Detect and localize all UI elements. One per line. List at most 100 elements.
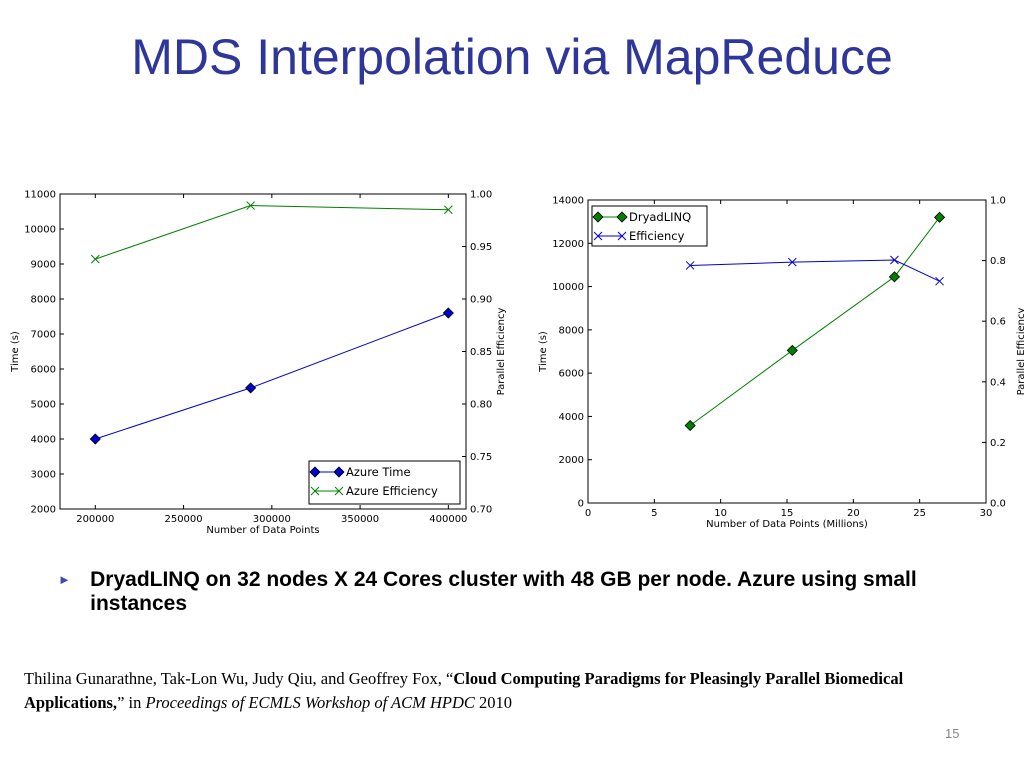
y-tick-label: 2000: [559, 455, 584, 466]
bullet-arrow-icon: ►: [58, 572, 71, 587]
x-tick-label: 20: [847, 508, 860, 519]
data-point: [786, 344, 798, 356]
series-line: [689, 217, 940, 426]
legend: DryadLINQ Efficiency: [591, 205, 708, 247]
y2-tick-label: 0.8: [990, 256, 1006, 267]
data-point: [443, 205, 453, 215]
citation-venue: Proceedings of ECMLS Workshop of ACM HPD…: [145, 693, 475, 712]
x-marker-stroke: [90, 254, 100, 264]
citation: Thilina Gunarathne, Tak-Lon Wu, Judy Qiu…: [24, 667, 1004, 715]
legend-marker: [616, 211, 628, 223]
x-marker-stroke: [787, 257, 797, 267]
legend-label: DryadLINQ: [629, 210, 691, 224]
legend-marker: [333, 466, 345, 478]
y2-tick-label: 0.4: [990, 377, 1006, 388]
data-point: [246, 201, 255, 210]
series-1: [685, 255, 944, 286]
x-tick-label: 10: [714, 508, 727, 519]
x-axis-label: Number of Data Points: [206, 525, 319, 536]
y2-tick-label: 0.85: [470, 347, 492, 358]
x-tick-label: 250000: [164, 514, 202, 525]
y-tick-label: 9000: [31, 260, 56, 271]
x-marker-stroke: [593, 231, 603, 241]
data-point: [442, 307, 454, 319]
bullet-text: DryadLINQ on 32 nodes X 24 Cores cluster…: [90, 568, 917, 615]
data-point: [89, 433, 101, 445]
x-marker-stroke: [310, 486, 320, 496]
data-point: [245, 382, 257, 394]
x-tick-label: 15: [781, 508, 794, 519]
x-axis-label: Number of Data Points (Millions): [706, 519, 868, 530]
x-marker-stroke: [443, 205, 453, 215]
y-tick-label: 6000: [559, 369, 584, 380]
y2-tick-label: 0.0: [990, 499, 1006, 510]
legend-label: Efficiency: [629, 229, 685, 243]
y-tick-label: 10000: [552, 282, 584, 293]
y-tick-label: 2000: [31, 505, 56, 516]
chart-azure: 200000 250000 300000 350000 400000 2000 3000 40…: [10, 190, 507, 537]
bullet-item: ► DryadLINQ on 32 nodes X 24 Cores clust…: [58, 568, 968, 616]
data-point: [890, 255, 899, 265]
x-tick-label: 300000: [253, 514, 291, 525]
y2-tick-label: 0.2: [990, 438, 1006, 449]
citation-authors: Thilina Gunarathne, Tak-Lon Wu, Judy Qiu…: [24, 669, 454, 688]
y-tick-label: 10000: [24, 225, 56, 236]
y2-tick-label: 0.6: [990, 317, 1006, 328]
legend-marker: [309, 466, 321, 478]
series-1: [90, 201, 453, 264]
series-line: [95, 205, 449, 260]
y-tick-label: 8000: [559, 325, 584, 336]
x-tick-label: 0: [585, 508, 591, 519]
y-tick-label: 3000: [31, 470, 56, 481]
chart-dryadlinq: 0 5 10 15 20 25 30 0 2000 4000 6000 8000 10000 12000 1…: [538, 196, 1024, 531]
x-tick-label: 400000: [429, 514, 467, 525]
citation-year: 2010: [474, 693, 512, 712]
data-point: [888, 271, 901, 283]
series-line: [95, 312, 449, 440]
y-tick-label: 4000: [31, 435, 56, 446]
x-tick-label: 25: [913, 508, 926, 519]
page-number: 15: [945, 726, 960, 741]
x-marker-stroke: [685, 261, 695, 270]
y2-axis-label: Parallel Efficiency: [1016, 308, 1024, 396]
legend-marker: [593, 231, 603, 241]
data-point: [685, 261, 695, 270]
x-marker-stroke: [935, 276, 944, 286]
data-point: [787, 257, 797, 267]
x-tick-label: 5: [651, 508, 657, 519]
slide-title: MDS Interpolation via MapReduce: [131, 29, 893, 85]
legend: Azure Time Azure Efficiency: [308, 460, 461, 505]
x-tick-label: 30: [980, 508, 993, 519]
x-marker-stroke: [890, 255, 899, 265]
y-axis-label: Time (s): [538, 331, 549, 373]
y-tick-label: 14000: [552, 196, 584, 207]
y2-tick-label: 0.80: [470, 400, 492, 411]
y-tick-label: 12000: [552, 239, 584, 250]
y-axis-label: Time (s): [10, 331, 21, 373]
x-tick-label: 200000: [76, 514, 114, 525]
legend-marker: [617, 231, 627, 241]
y2-tick-label: 1.0: [990, 196, 1006, 207]
y-tick-label: 4000: [559, 412, 584, 423]
y-tick-label: 0: [578, 499, 584, 510]
y-tick-label: 11000: [24, 190, 56, 201]
data-point: [935, 276, 944, 286]
x-marker-stroke: [246, 201, 255, 210]
legend-box: [591, 205, 708, 247]
y2-axis-label: Parallel Efficiency: [496, 308, 507, 396]
series-0: [89, 307, 454, 445]
x-marker-stroke: [617, 231, 627, 241]
y-tick-label: 5000: [31, 400, 56, 411]
citation-close-quote: ” in: [117, 693, 146, 712]
legend-box: [308, 460, 461, 505]
y2-tick-label: 0.70: [470, 505, 492, 516]
x-marker-stroke: [334, 486, 344, 496]
data-point: [90, 254, 100, 264]
x-tick-label: 350000: [341, 514, 379, 525]
y-tick-label: 8000: [31, 295, 56, 306]
legend-marker: [334, 486, 344, 496]
series-line: [690, 259, 940, 282]
y-tick-label: 6000: [31, 365, 56, 376]
y2-tick-label: 0.90: [470, 295, 492, 306]
legend-label: Azure Efficiency: [346, 484, 438, 498]
